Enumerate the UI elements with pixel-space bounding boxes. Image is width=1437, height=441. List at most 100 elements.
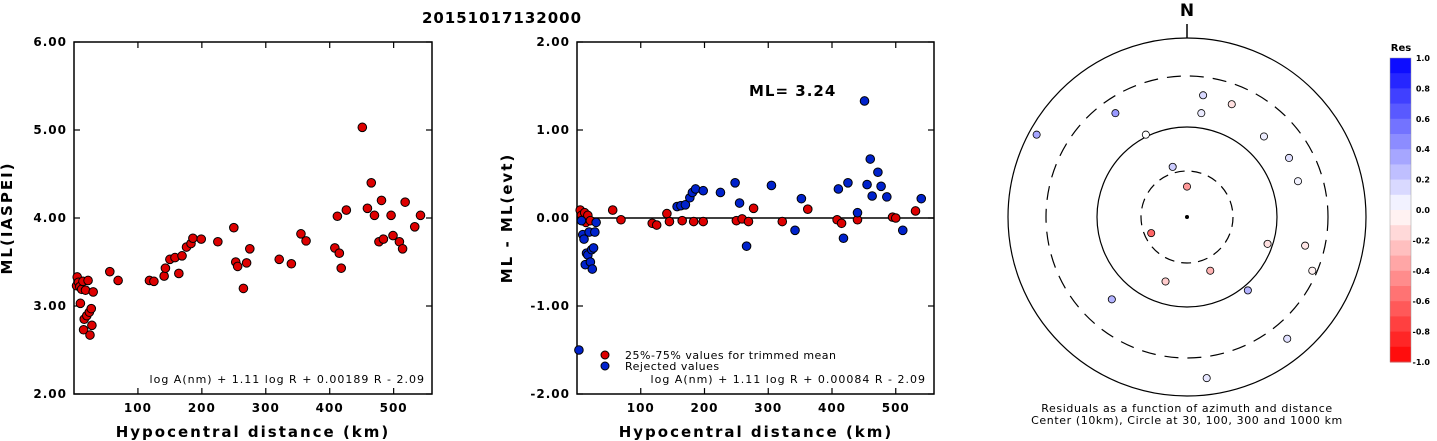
colorbar-tick-label: -0.4 xyxy=(1413,267,1431,276)
used-point xyxy=(777,216,788,227)
rejected-point xyxy=(843,178,853,188)
rejected-point xyxy=(574,345,584,355)
data-point xyxy=(245,244,255,254)
station-marker xyxy=(1301,241,1310,250)
rejected-point xyxy=(796,193,807,204)
used-point xyxy=(802,204,813,214)
colorbar-tick-label: -0.6 xyxy=(1413,297,1431,306)
data-point xyxy=(274,254,285,265)
data-point xyxy=(88,287,98,297)
event-center xyxy=(1185,215,1189,219)
data-point xyxy=(388,230,398,241)
data-point xyxy=(105,266,115,277)
data-point xyxy=(80,285,91,295)
rejected-point xyxy=(897,225,908,236)
data-point xyxy=(415,210,426,221)
y-tick-label: 3.00 xyxy=(33,299,67,313)
station-marker xyxy=(1202,374,1211,383)
colorbar-cell xyxy=(1390,331,1411,348)
data-points xyxy=(574,96,927,355)
axis-ticks: 100 200 300 400 500 2.00 3.00 4.00 5.00 6.00 xyxy=(33,35,432,415)
data-point xyxy=(213,236,223,247)
x-tick-label: 200 xyxy=(690,401,718,415)
legend-rejected-marker xyxy=(600,361,610,371)
x-tick-label: 400 xyxy=(316,401,344,415)
data-point xyxy=(87,320,97,331)
colorbar-tick-label: -1.0 xyxy=(1413,358,1431,367)
rejected-point xyxy=(852,207,863,218)
rejected-point xyxy=(882,192,892,202)
data-point xyxy=(75,298,86,309)
x-axis-label: Hypocentral distance (km) xyxy=(619,423,894,441)
y-tick-label: 2.00 xyxy=(33,387,67,401)
rejected-point xyxy=(790,225,800,236)
x-tick-label: 100 xyxy=(124,401,152,415)
data-point xyxy=(409,222,420,232)
data-point xyxy=(149,276,159,287)
colorbar-tick-label: -0.8 xyxy=(1413,328,1431,337)
used-point xyxy=(890,213,901,223)
used-point xyxy=(836,218,847,229)
data-point xyxy=(376,195,387,206)
colorbar-cells xyxy=(1389,57,1412,363)
data-point xyxy=(83,275,93,286)
panel-residual-vs-distance: 100 200 300 400 500 -2.00 -1.00 0.00 1.00 2.00 ML… xyxy=(498,35,935,441)
colorbar-cell xyxy=(1390,225,1411,241)
colorbar-cell xyxy=(1390,316,1411,333)
colorbar-title: Res xyxy=(1391,43,1411,54)
station-markers xyxy=(1032,91,1317,383)
y-axis-label: ML - ML(evt) xyxy=(498,153,516,283)
station-marker xyxy=(1285,153,1294,162)
y-axis-label: ML(IASPEI) xyxy=(0,161,16,274)
x-tick-label: 500 xyxy=(380,401,408,415)
colorbar-cell xyxy=(1390,149,1411,165)
colorbar-cell xyxy=(1390,210,1411,226)
data-point xyxy=(113,275,123,286)
x-tick-label: 300 xyxy=(754,401,782,415)
data-point xyxy=(229,222,239,233)
data-point xyxy=(238,283,249,294)
colorbar-labels: 1.0 0.8 0.6 0.4 0.2 0.0 -0.2 -0.4 -0.6 -0.8 -1.0 xyxy=(1413,54,1431,367)
data-point xyxy=(369,210,380,221)
formula-label: log A(nm) + 1.11 log R + 0.00084 R - 2.0… xyxy=(651,373,926,386)
x-tick-label: 500 xyxy=(882,401,910,415)
rejected-point xyxy=(734,198,745,208)
station-marker xyxy=(1147,229,1156,238)
colorbar-cell xyxy=(1390,164,1411,181)
colorbar-tick-label: 1.0 xyxy=(1416,54,1431,63)
station-marker xyxy=(1197,109,1206,118)
x-tick-label: 100 xyxy=(627,401,655,415)
residual-colorbar: Res 1.0 0.8 0.6 0.4 0.2 0.0 -0.2 -0.4 -0.6 -0.8 -1… xyxy=(1389,43,1431,367)
x-tick-label: 300 xyxy=(252,401,280,415)
used-point xyxy=(743,216,754,227)
y-tick-label: -1.00 xyxy=(530,299,570,313)
rejected-point xyxy=(579,234,589,244)
caption-line-2: Center (10km), Circle at 30, 100, 300 an… xyxy=(1031,414,1343,427)
station-marker xyxy=(1243,286,1252,295)
colorbar-tick-label: 0.6 xyxy=(1416,115,1431,124)
station-marker xyxy=(1107,295,1116,304)
rejected-point xyxy=(916,193,927,204)
rejected-point xyxy=(588,243,599,253)
data-point xyxy=(400,197,410,207)
data-point xyxy=(357,122,368,133)
colorbar-cell xyxy=(1390,134,1411,150)
station-marker xyxy=(1183,182,1192,191)
x-tick-label: 200 xyxy=(188,401,216,415)
used-point xyxy=(677,215,687,226)
rejected-point xyxy=(766,180,777,191)
colorbar-tick-label: 0.2 xyxy=(1416,176,1430,185)
colorbar-cell xyxy=(1390,270,1411,287)
data-point xyxy=(160,263,171,273)
figure-title: 20151017132000 xyxy=(422,9,582,27)
colorbar-cell xyxy=(1390,286,1411,302)
colorbar-cell xyxy=(1390,58,1411,74)
ring-100km xyxy=(1096,126,1278,308)
rejected-point xyxy=(876,181,886,192)
caption-line-1: Residuals as a function of azimuth and d… xyxy=(1041,402,1332,415)
data-point xyxy=(301,236,311,246)
colorbar-cell xyxy=(1390,194,1411,211)
y-tick-label: 1.00 xyxy=(536,123,570,137)
rejected-point xyxy=(859,96,870,106)
y-tick-label: -2.00 xyxy=(530,387,570,401)
